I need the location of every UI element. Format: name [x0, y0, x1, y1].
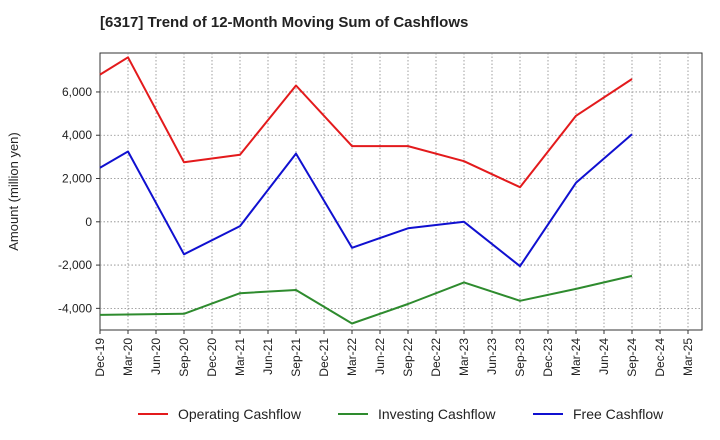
chart-title: [6317] Trend of 12-Month Moving Sum of C… — [100, 14, 469, 31]
y-axis-label: Amount (million yen) — [6, 132, 21, 251]
x-tick-label: Sep-22 — [401, 338, 415, 377]
legend-label: Investing Cashflow — [378, 406, 496, 422]
x-tick-label: Jun-22 — [373, 338, 387, 375]
y-tick-label: 4,000 — [62, 128, 92, 142]
x-tick-label: Sep-23 — [513, 338, 527, 377]
legend: Operating Cashflow Investing Cashflow Free… — [138, 406, 664, 422]
x-tick-label: Dec-23 — [541, 338, 555, 377]
y-tick-label: -4,000 — [58, 301, 92, 315]
series-line — [99, 274, 633, 325]
y-axis-ticks: 6,000 4,000 2,000 0 -2,000 -4,000 — [58, 85, 100, 315]
x-tick-label: Sep-24 — [625, 338, 639, 377]
y-tick-label: 0 — [85, 215, 92, 229]
legend-label: Free Cashflow — [573, 406, 664, 422]
x-tick-label: Dec-19 — [93, 338, 107, 377]
x-tick-label: Mar-24 — [569, 338, 583, 376]
x-tick-label: Mar-23 — [457, 338, 471, 376]
x-tick-label: Mar-22 — [345, 338, 359, 376]
y-tick-label: 2,000 — [62, 172, 92, 186]
x-axis-ticks: Dec-19 Mar-20 Jun-20 Sep-20 Dec-20 Mar-21 Jun-… — [93, 330, 695, 377]
x-tick-label: Dec-21 — [317, 338, 331, 377]
y-tick-label: 6,000 — [62, 85, 92, 99]
x-tick-label: Mar-20 — [121, 338, 135, 376]
x-tick-label: Jun-23 — [485, 338, 499, 375]
y-tick-label: -2,000 — [58, 258, 92, 272]
x-tick-label: Dec-20 — [205, 338, 219, 377]
series-line — [99, 56, 633, 189]
x-tick-label: Jun-24 — [597, 338, 611, 375]
series-line — [99, 133, 633, 268]
series-group — [99, 56, 633, 325]
plot-area — [99, 52, 703, 331]
grid — [100, 53, 702, 330]
x-tick-label: Mar-21 — [233, 338, 247, 376]
legend-label: Operating Cashflow — [178, 406, 302, 422]
x-tick-label: Mar-25 — [681, 338, 695, 376]
x-tick-label: Dec-24 — [653, 338, 667, 377]
x-tick-label: Sep-20 — [177, 338, 191, 377]
x-tick-label: Jun-20 — [149, 338, 163, 375]
x-tick-label: Jun-21 — [261, 338, 275, 375]
x-tick-label: Dec-22 — [429, 338, 443, 377]
x-tick-label: Sep-21 — [289, 338, 303, 377]
